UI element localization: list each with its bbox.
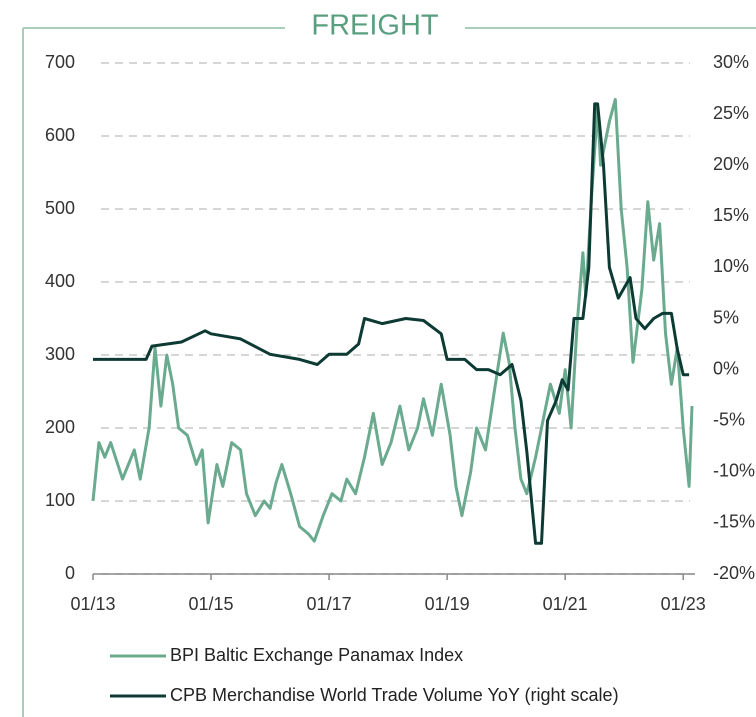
x-tick-label: 01/17 [307,594,352,614]
frame [22,27,756,717]
x-tick-label: 01/13 [70,594,115,614]
y-tick-label: 200 [45,417,75,437]
y2-tick-label: 0% [713,358,739,378]
y2-tick-label: 30% [713,52,749,72]
y-tick-label: 700 [45,52,75,72]
y2-tick-label: -10% [713,461,755,481]
y-tick-label: 300 [45,344,75,364]
legend-label: BPI Baltic Exchange Panamax Index [170,645,463,665]
y2-tick-label: -5% [713,409,745,429]
y2-tick-label: 15% [713,205,749,225]
y-tick-label: 100 [45,490,75,510]
y-tick-label: 600 [45,125,75,145]
x-tick-label: 01/19 [425,594,470,614]
legend-label: CPB Merchandise World Trade Volume YoY (… [170,685,619,705]
x-tick-label: 01/15 [189,594,234,614]
y-tick-label: 0 [65,563,75,583]
y2-tick-label: 20% [713,154,749,174]
y2-tick-label: -20% [713,563,755,583]
y2-tick-label: -15% [713,512,755,532]
series-line [93,102,690,545]
x-tick-label: 01/23 [661,594,706,614]
y2-tick-label: 10% [713,256,749,276]
y2-tick-label: 5% [713,307,739,327]
y2-tick-label: 25% [713,103,749,123]
x-tick-label: 01/21 [543,594,588,614]
chart-title: FREIGHT [311,10,439,42]
y-tick-label: 500 [45,198,75,218]
y-tick-label: 400 [45,271,75,291]
series-line [91,98,694,543]
